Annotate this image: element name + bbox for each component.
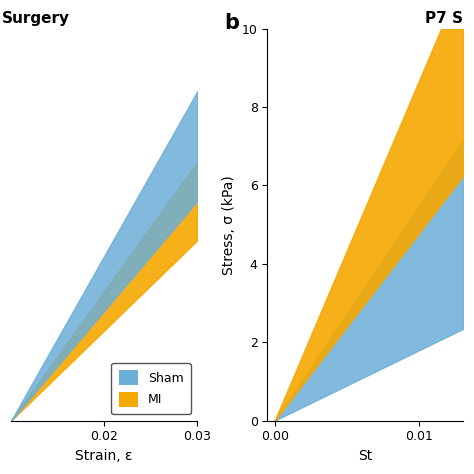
X-axis label: St: St: [358, 449, 372, 463]
Text: b: b: [225, 13, 239, 33]
Text: P7 S: P7 S: [425, 11, 463, 26]
Text: Surgery: Surgery: [2, 11, 70, 26]
X-axis label: Strain, ε: Strain, ε: [75, 449, 133, 463]
Y-axis label: Stress, σ (kPa): Stress, σ (kPa): [222, 175, 237, 274]
Legend: Sham, MI: Sham, MI: [111, 363, 191, 414]
